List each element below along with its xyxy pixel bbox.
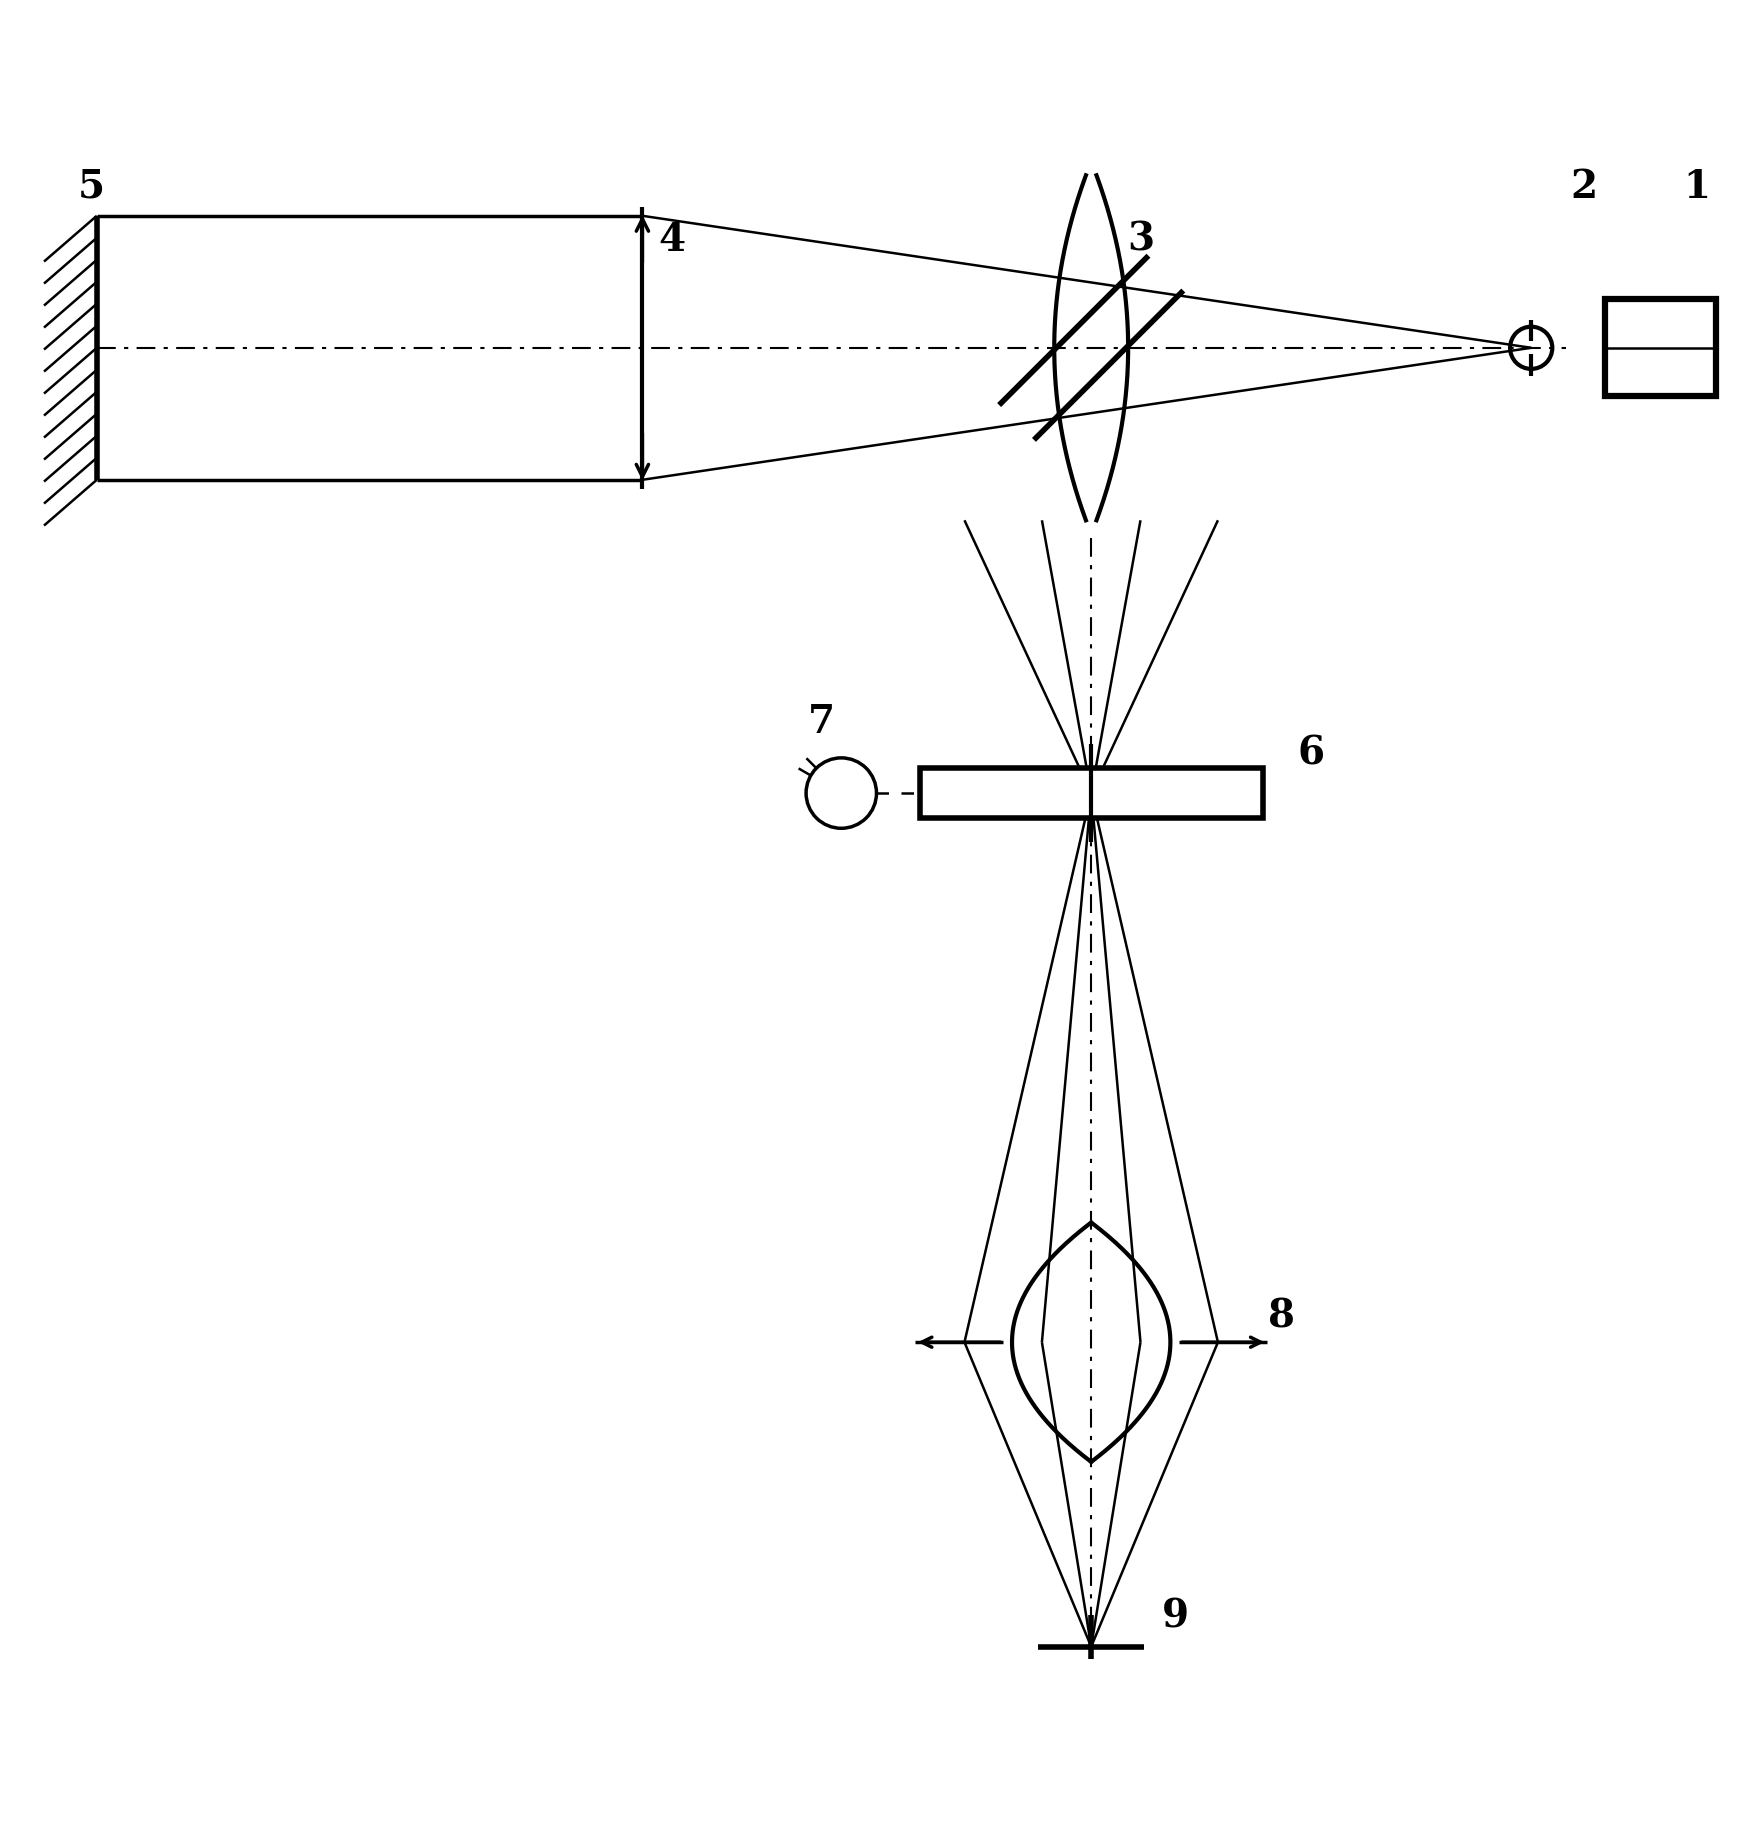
- Bar: [919, 769, 1262, 819]
- Text: 8: 8: [1267, 1298, 1295, 1334]
- Text: 2: 2: [1570, 168, 1598, 206]
- Text: 7: 7: [808, 702, 836, 740]
- Text: 4: 4: [658, 221, 686, 259]
- Bar: [1605, 301, 1716, 397]
- Text: 6: 6: [1297, 735, 1325, 773]
- Text: 5: 5: [77, 168, 106, 206]
- Text: 9: 9: [1162, 1597, 1190, 1633]
- Text: 3: 3: [1126, 221, 1155, 259]
- Text: 1: 1: [1683, 168, 1711, 206]
